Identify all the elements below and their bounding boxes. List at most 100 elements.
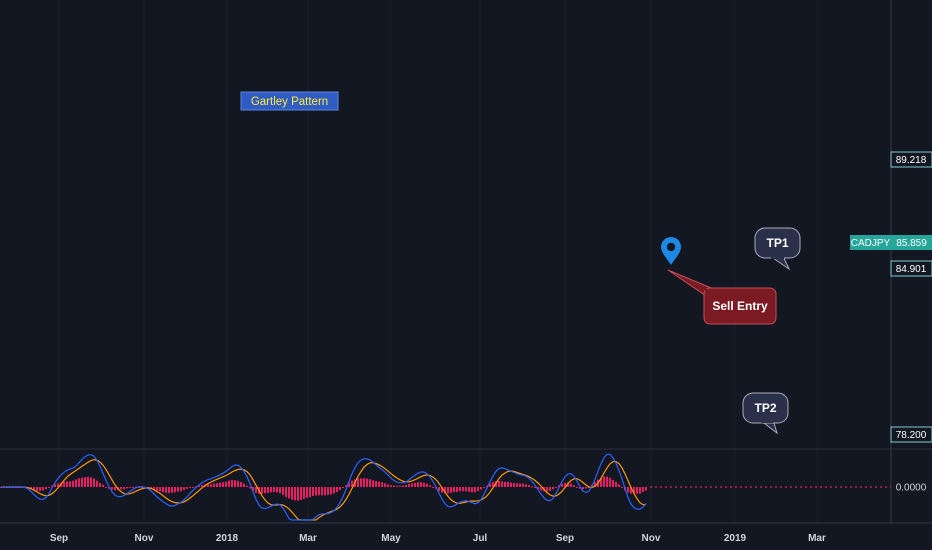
osc-histogram-bar [132,487,134,488]
osc-histogram-bar [561,483,563,487]
osc-histogram-bar [324,487,326,496]
osc-histogram-bar [336,487,338,493]
osc-histogram-bar [636,487,638,494]
osc-histogram-bar [120,487,122,490]
osc-histogram-bar [576,486,578,488]
osc-histogram-bar [534,487,536,488]
osc-histogram-bar [579,487,581,489]
price-tag-89: 89.218 [890,151,932,168]
osc-histogram-bar [414,482,416,487]
osc-histogram-bar [168,487,170,494]
osc-histogram-bar [477,487,479,492]
osc-histogram-bar [237,480,239,487]
osc-histogram-bar [72,480,74,487]
osc-histogram-bar [315,487,317,496]
osc-histogram-bar [618,484,620,487]
osc-histogram-bar [642,487,644,493]
osc-histogram-bar [429,485,431,487]
osc-histogram-bar [522,483,524,487]
osc-histogram-bar [366,478,368,487]
symbol-price-tag: CADJPY 85.859 [850,235,932,250]
price-tag-78-text: 78.200 [896,430,927,441]
osc-histogram-bar [633,487,635,494]
osc-histogram-bar [273,487,275,493]
osc-histogram-bar [54,484,56,487]
osc-histogram-bar [234,480,236,487]
osc-histogram-bar [546,487,548,492]
osc-histogram-bar [357,478,359,487]
osc-histogram-bar [432,487,434,488]
osc-histogram-bar [42,487,44,491]
osc-histogram-bar [396,485,398,487]
tp2-annotation[interactable]: TP2 [742,392,789,435]
osc-histogram-bar [96,480,98,487]
osc-histogram-bar [51,485,53,487]
x-tick-label: Jul [473,533,488,544]
osc-histogram-bar [93,478,95,487]
x-tick-label: Sep [50,533,68,544]
osc-histogram-bar [81,477,83,487]
osc-histogram-bar [549,487,551,491]
gartley-label: Gartley Pattern [240,91,339,111]
osc-histogram-bar [141,487,143,488]
x-tick-label: 2018 [216,533,239,544]
osc-histogram-bar [519,483,521,487]
osc-histogram-bar [294,487,296,501]
osc-histogram-bar [153,487,155,491]
osc-histogram-bar [159,487,161,492]
osc-histogram-bar [78,478,80,487]
osc-histogram-bar [261,487,263,494]
x-tick-label: Mar [299,533,317,544]
osc-histogram-bar [39,487,41,492]
osc-histogram-bar [360,478,362,487]
osc-histogram-bar [66,481,68,487]
osc-histogram-bar [630,487,632,494]
osc-histogram-bar [504,481,506,487]
osc-histogram-bar [381,482,383,487]
osc-histogram-bar [228,480,230,487]
osc-histogram-bar [462,487,464,492]
sell-entry-annotation[interactable]: Sell Entry [667,269,777,325]
osc-histogram-bar [129,487,131,488]
grid-lines [0,0,891,523]
map-pin-icon [661,237,681,265]
osc-histogram-bar [474,487,476,493]
osc-histogram-bar [312,487,314,496]
price-tag-85: 84.901 [890,260,932,277]
osc-histogram-bar [582,487,584,490]
osc-histogram-bar [531,486,533,488]
osc-histogram-bar [384,483,386,487]
x-tick-label: 2019 [724,533,747,544]
osc-histogram-bar [330,487,332,495]
osc-histogram-bar [465,487,467,492]
gartley-label-text: Gartley Pattern [251,96,328,108]
osc-histogram-bar [87,476,89,487]
osc-histogram-bar [486,485,488,487]
osc-histogram-bar [339,487,341,491]
osc-histogram-bar [279,487,281,494]
osc-histogram-bar [426,483,428,487]
osc-histogram-bar [402,485,404,487]
osc-histogram-bar [219,482,221,487]
osc-histogram-bar [528,485,530,487]
osc-histogram-bar [183,487,185,491]
current-price-text: 85.859 [896,238,927,249]
price-tag-89-text: 89.218 [896,155,927,166]
osc-histogram-bar [615,481,617,487]
osc-histogram-bar [471,487,473,493]
osc-histogram-bar [33,487,35,491]
osc-histogram-bar [399,485,401,487]
osc-histogram-bar [390,485,392,487]
osc-histogram-bar [192,487,194,488]
osc-histogram-bar [246,485,248,487]
osc-histogram-bar [243,483,245,487]
osc-histogram-bar [621,487,623,488]
osc-histogram-bar [573,485,575,487]
tp1-annotation[interactable]: TP1 [754,227,801,271]
osc-histogram-bar [351,480,353,487]
osc-histogram-bar [393,485,395,487]
tp1-label: TP1 [766,236,788,250]
osc-histogram-bar [99,483,101,487]
